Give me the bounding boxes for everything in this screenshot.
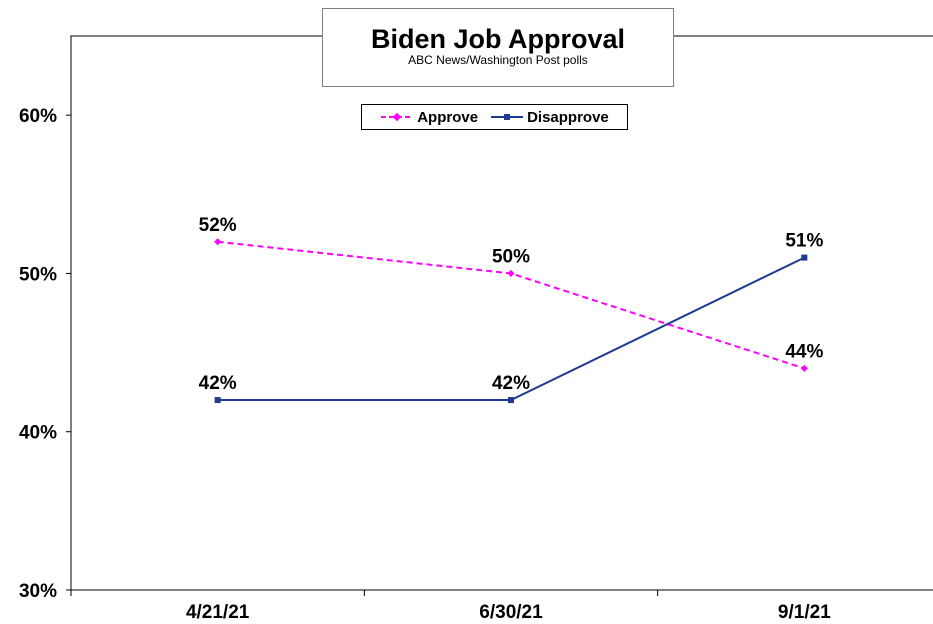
y-tick-label: 60% bbox=[19, 106, 57, 127]
legend-label-approve: Approve bbox=[417, 108, 479, 126]
data-label-disapprove: 51% bbox=[785, 231, 823, 252]
legend-label-disapprove: Disapprove bbox=[527, 108, 609, 126]
data-label-disapprove: 42% bbox=[199, 373, 237, 394]
x-tick-label: 9/1/21 bbox=[778, 602, 831, 623]
data-label-approve: 52% bbox=[199, 215, 237, 236]
data-point-disapprove bbox=[214, 397, 221, 404]
legend-swatch-disapprove bbox=[491, 114, 524, 120]
legend: Approve Disapprove bbox=[361, 104, 628, 130]
chart-subtitle: ABC News/Washington Post polls bbox=[408, 53, 588, 67]
data-point-approve bbox=[507, 269, 515, 277]
x-tick-label: 4/21/21 bbox=[186, 602, 250, 623]
x-tick-label: 6/30/21 bbox=[479, 602, 543, 623]
y-tick-label: 40% bbox=[19, 423, 57, 444]
y-tick-label: 50% bbox=[19, 264, 57, 285]
legend-item-disapprove: Disapprove bbox=[490, 109, 609, 126]
legend-item-approve: Approve bbox=[380, 109, 478, 126]
data-point-disapprove bbox=[508, 397, 514, 404]
chart-title: Biden Job Approval bbox=[370, 24, 626, 54]
data-label-approve: 44% bbox=[785, 341, 823, 362]
data-label-disapprove: 42% bbox=[492, 373, 530, 394]
legend-swatch-approve bbox=[381, 112, 414, 122]
data-point-approve bbox=[214, 238, 222, 246]
data-point-approve bbox=[800, 364, 808, 372]
y-tick-label: 30% bbox=[19, 581, 57, 602]
title-box: Biden Job Approval ABC News/Washington P… bbox=[322, 8, 674, 87]
series-layer bbox=[214, 238, 808, 404]
data-point-disapprove bbox=[801, 254, 808, 261]
labels-layer: 52% 50% 44% 42% 42% 51% bbox=[199, 215, 824, 394]
axes: 30% 40% 50% 60% 4/21/21 6/30/21 9/1/21 bbox=[19, 106, 831, 623]
data-label-approve: 50% bbox=[492, 246, 530, 267]
